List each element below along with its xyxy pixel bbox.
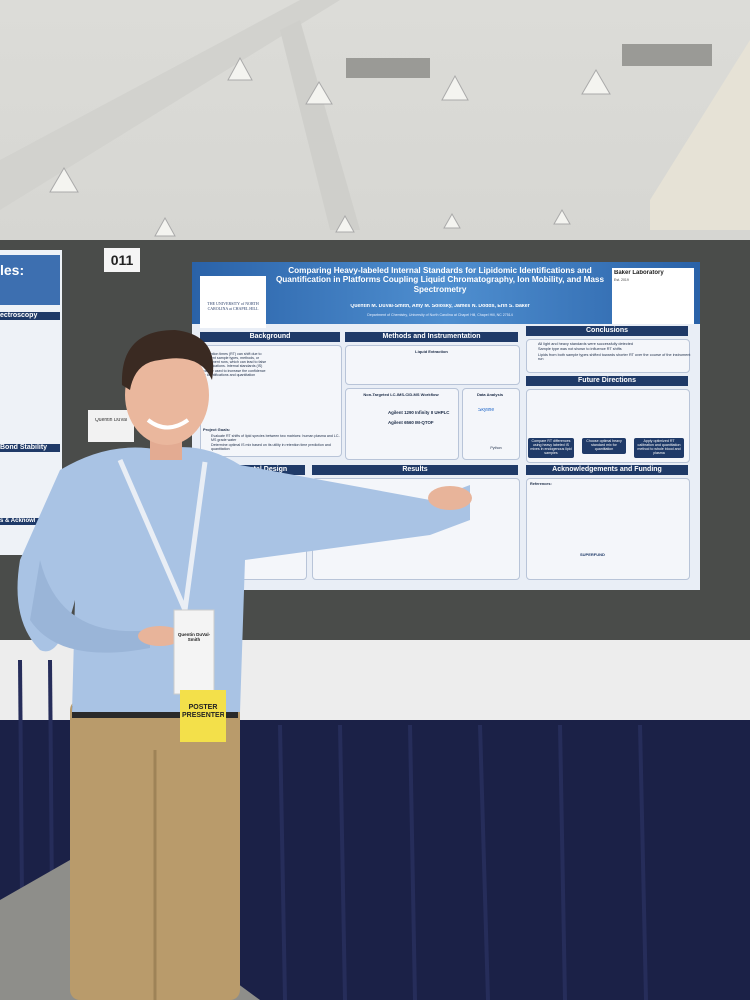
lights: [49, 56, 611, 237]
ms-instrument: Agilent 6560 IM-QTOF: [388, 420, 434, 425]
conclusions-list: All light and heavy standards were succe…: [530, 342, 693, 362]
goals-list: Evaluate RT shifts of lipid species betw…: [203, 434, 341, 453]
references-heading: References:: [530, 482, 552, 486]
poster-authors: Quentin M. DuVal-Smith, Amy M. Solosky, …: [350, 304, 530, 309]
badge-name: Quentin DuVal-Smith: [177, 632, 211, 643]
lab-box: [612, 268, 694, 324]
section-heading: Conclusions: [526, 326, 688, 336]
section-heading: Future Directions: [526, 376, 688, 386]
poster-affiliation: Department of Chemistry, University of N…: [367, 313, 513, 317]
workflow-box: [345, 388, 459, 460]
conclusion: All light and heavy standards were succe…: [538, 342, 693, 346]
acknowledgements-box: [526, 478, 690, 580]
left-poster-heading: s & Acknowl: [0, 518, 60, 525]
future-item: Compare RT differences using heavy label…: [528, 438, 574, 458]
section-heading: Background: [200, 332, 340, 342]
name-card-text: Quentin DuVal: [94, 418, 128, 423]
logo-box: [200, 276, 266, 328]
beam: [0, 0, 340, 210]
goals-heading: Project Goals:: [203, 428, 231, 432]
goal: Determine optimal IS mix based on its ut…: [211, 443, 341, 451]
board-number-card: [104, 248, 140, 272]
conclusions-box: [526, 339, 690, 373]
badge-role: POSTER PRESENTER: [182, 704, 224, 720]
sleeve: [30, 560, 150, 653]
left-poster-header: [0, 255, 60, 305]
presenter-ribbon: [180, 690, 226, 742]
logo-text: THE UNIVERSITY of NORTH CAROLINA at CHAP…: [207, 302, 259, 311]
vent: [346, 58, 430, 78]
section-heading: Results: [312, 465, 518, 475]
lc-instrument: Agilent 1290 Infinity II UHPLC: [388, 410, 450, 415]
hand: [138, 626, 182, 646]
shirt: [17, 447, 470, 712]
background-text: Retention times (RT) can shift due to di…: [203, 352, 267, 377]
extraction-box: [345, 345, 520, 385]
smile: [146, 418, 190, 430]
lab-name: Baker Laboratory: [614, 270, 664, 276]
data-analysis: Data Analysis: [476, 393, 504, 397]
lab-year: Est. 2019: [614, 278, 629, 282]
skirt-folds: [18, 659, 648, 1000]
name-card: [88, 410, 134, 442]
tool: Skyline: [478, 408, 495, 413]
tool: Python: [490, 446, 502, 450]
wall: [650, 40, 750, 230]
left-poster-title: les:: [0, 262, 25, 278]
section-heading: Acknowledgements and Funding: [526, 465, 688, 475]
left-poster-heading: Bond Stability: [0, 444, 60, 453]
extraction: Liquid Extraction: [415, 350, 448, 354]
poster-title: Comparing Heavy-labeled Internal Standar…: [275, 266, 605, 294]
hair: [121, 330, 214, 390]
section-heading: Methods and Instrumentation: [345, 332, 518, 342]
conclusion: Sample type was not shown to influence R…: [538, 347, 693, 351]
hand: [428, 486, 472, 510]
left-poster-heading: ectroscopy: [0, 312, 60, 321]
vent: [622, 44, 712, 66]
board-number: 011: [110, 252, 134, 268]
future-item: Choose optimal heavy standard mix for qu…: [582, 438, 626, 454]
analysis-box: [462, 388, 520, 460]
beam: [280, 20, 360, 230]
goal: Evaluate RT shifts of lipid species betw…: [211, 434, 341, 442]
badge-holder: [173, 609, 215, 695]
future-item: Apply optimized RT calibration and quant…: [634, 438, 684, 458]
workflow: Non-Targeted LC-IMS-CID-MS Workflow: [363, 393, 439, 397]
conclusion: Lipids from both sample types shifted to…: [538, 353, 693, 362]
funding-logo: SUPERFUND: [580, 553, 605, 557]
